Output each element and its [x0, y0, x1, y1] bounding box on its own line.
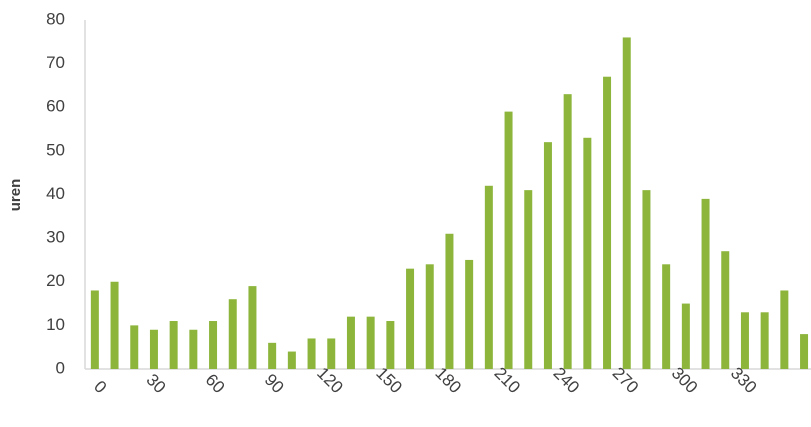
bar	[543, 142, 552, 369]
bar	[583, 137, 592, 369]
bar	[622, 37, 631, 369]
bar	[425, 264, 434, 369]
y-tick-label: 40	[46, 184, 65, 203]
y-tick-label: 10	[46, 315, 65, 334]
y-tick-label: 0	[56, 358, 65, 377]
bar	[760, 312, 769, 369]
bar	[228, 299, 237, 369]
bar	[406, 268, 415, 369]
bar	[327, 338, 336, 369]
bar	[90, 290, 99, 369]
bar	[169, 321, 178, 369]
bar	[287, 351, 296, 369]
y-tick-label: 30	[46, 228, 65, 247]
y-tick-label: 60	[46, 97, 65, 116]
bar	[149, 329, 158, 369]
bar	[346, 316, 355, 369]
bar	[268, 342, 277, 369]
y-tick-label: 80	[46, 9, 65, 28]
y-axis-title: uren	[7, 179, 24, 212]
y-tick-label: 50	[46, 140, 65, 159]
bar	[603, 76, 612, 370]
x-tick-label: 60	[202, 370, 229, 397]
bar	[800, 334, 809, 369]
bar	[209, 321, 218, 369]
y-tick-label: 70	[46, 53, 65, 72]
bar	[307, 338, 316, 369]
bar	[465, 259, 474, 369]
bar	[110, 281, 119, 369]
x-tick-label: 30	[143, 370, 170, 397]
bar	[642, 190, 651, 369]
bar	[386, 321, 395, 369]
bar	[189, 329, 198, 369]
bar	[563, 94, 572, 369]
y-tick-label: 20	[46, 271, 65, 290]
bar	[130, 325, 139, 369]
bar	[445, 233, 454, 369]
bar	[721, 251, 730, 369]
x-tick-label: 0	[90, 377, 110, 397]
bar	[366, 316, 375, 369]
bar	[681, 303, 690, 369]
bar	[662, 264, 671, 369]
bar	[524, 190, 533, 369]
bar	[484, 185, 493, 369]
x-tick-label: 90	[261, 370, 288, 397]
bar	[740, 312, 749, 369]
bar	[701, 198, 710, 369]
bar	[504, 111, 513, 370]
bar	[780, 290, 789, 369]
bar	[248, 286, 257, 369]
